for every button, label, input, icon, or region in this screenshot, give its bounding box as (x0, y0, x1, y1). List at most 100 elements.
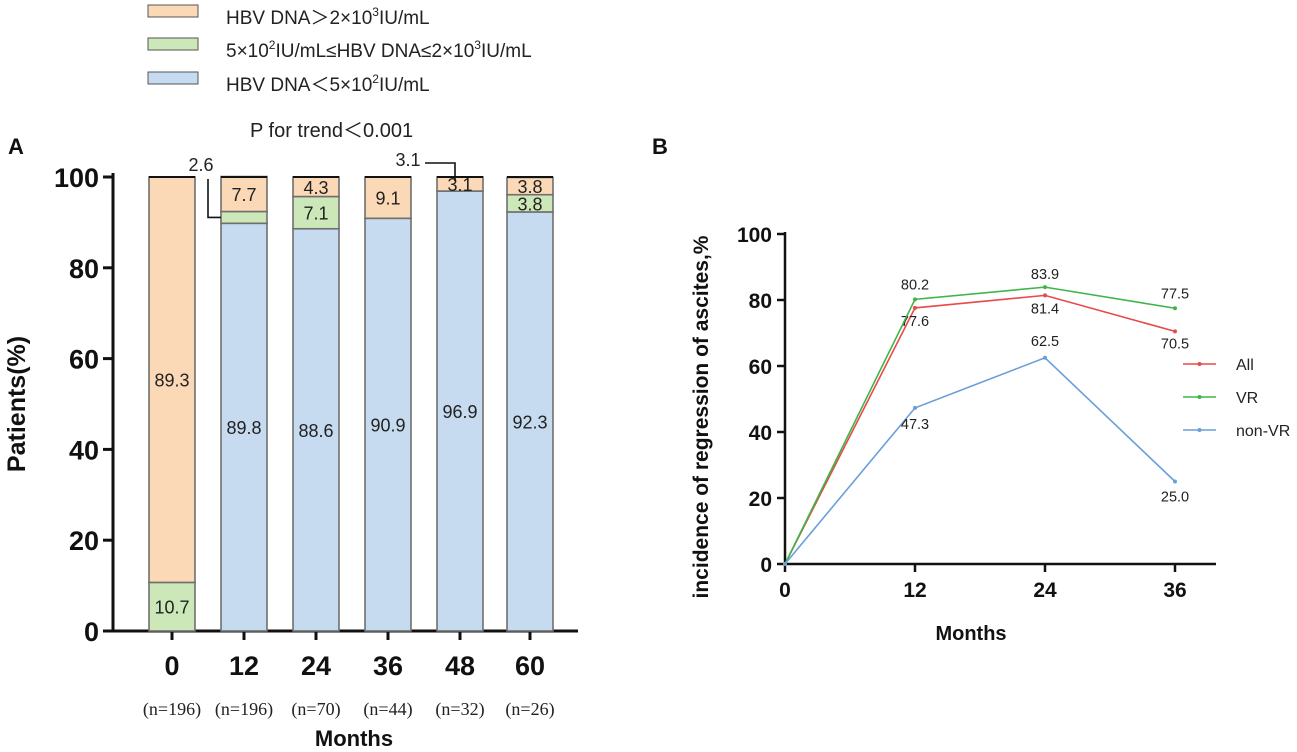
bar-label: 3.1 (395, 150, 420, 170)
n-label-a: (n=26) (505, 699, 554, 720)
bar-label: 89.3 (154, 371, 189, 391)
y-tick-label-a: 20 (69, 526, 99, 556)
bar-label: 10.7 (154, 598, 189, 618)
x-tick-label-b: 0 (779, 579, 791, 602)
x-tick-label-a: 48 (445, 651, 475, 681)
bar-segment (220, 222, 268, 632)
series-line-non-vr (784, 356, 1176, 565)
data-point (1043, 285, 1047, 290)
bar-label: 4.3 (303, 178, 328, 198)
legend-marker-b (1197, 362, 1202, 366)
leader-line (425, 162, 456, 181)
y-tick-label-b: 0 (760, 554, 772, 577)
bar-segment (364, 176, 412, 220)
legend-marker-b (1197, 395, 1202, 399)
data-label: 47.3 (901, 417, 929, 433)
x-tick-label-b: 12 (903, 579, 926, 602)
chart-b-xlabel: Months (935, 623, 1006, 645)
bar-label: 3.1 (447, 175, 472, 195)
y-tick-label-b: 100 (737, 224, 772, 247)
bar-label: 7.7 (231, 185, 256, 205)
bar-segment (292, 227, 340, 632)
bar-segment (364, 217, 412, 632)
n-label-a: (n=44) (363, 699, 412, 720)
data-label: 62.5 (1031, 334, 1059, 350)
bar-label: 9.1 (375, 189, 400, 209)
legend: HBV DNA＞2×103IU/mL 5×102IU/mL≤HBV DNA≤2×… (147, 4, 532, 96)
bar-label: 2.6 (188, 155, 213, 175)
n-label-a: (n=70) (291, 699, 340, 720)
data-label: 25.0 (1161, 490, 1189, 506)
x-tick-label-b: 24 (1033, 579, 1057, 602)
chart-a-title: P for trend＜0.001 (250, 120, 413, 142)
y-tick-label-a: 0 (84, 617, 99, 647)
data-label: 70.5 (1161, 336, 1189, 352)
bar-segment (148, 176, 196, 584)
panel-letter-b: B (652, 134, 668, 159)
bar-segment (220, 210, 268, 225)
y-tick-label-b: 60 (749, 356, 772, 379)
chart-a-xlabel: Months (315, 726, 393, 747)
panel-letter-a: A (8, 134, 24, 159)
chart-b: 0 20 40 60 80 100 0 12 24 36 77.6 81.4 70.5 80.2 83.9 7… (737, 224, 1290, 602)
bar-segment (436, 190, 484, 632)
bar-segment (292, 195, 340, 230)
bar-label: 88.6 (298, 421, 333, 441)
bar-label: 89.8 (226, 418, 261, 438)
x-tick-label-a: 24 (301, 651, 331, 681)
bar-label: 3.8 (517, 194, 542, 214)
data-point (913, 405, 917, 410)
legend-label-low: HBV DNA＜5×102IU/mL (226, 72, 430, 96)
data-point (913, 297, 917, 302)
bar-label: 90.9 (370, 416, 405, 436)
data-label: 83.9 (1031, 267, 1059, 283)
data-point (783, 562, 787, 566)
n-label-a: (n=196) (143, 699, 201, 720)
bar-segment (220, 175, 268, 213)
legend-label-b: All (1236, 357, 1254, 374)
data-label: 80.2 (901, 277, 929, 293)
series-line-all (784, 294, 1176, 565)
data-point (1173, 306, 1177, 311)
y-tick-label-b: 40 (749, 422, 772, 445)
y-tick-label-b: 20 (749, 488, 772, 511)
chart-b-ylabel: incidence of regression of ascites,% (690, 235, 713, 598)
chart-a: 0 20 40 60 80 100 0 (n=196) 12 (n=196) 24 (n=70) 36 (… (54, 150, 578, 720)
data-point (1173, 479, 1177, 484)
y-tick-label-a: 40 (69, 435, 99, 465)
y-tick-label-a: 60 (69, 345, 99, 375)
n-label-a: (n=196) (215, 699, 273, 720)
x-tick-label-a: 60 (515, 651, 545, 681)
x-tick-label-a: 12 (229, 651, 259, 681)
legend-label-high: HBV DNA＞2×103IU/mL (226, 5, 430, 29)
bar-label: 3.8 (517, 177, 542, 197)
y-tick-label-b: 80 (749, 290, 772, 313)
legend-swatch-high (147, 4, 199, 18)
data-label: 77.5 (1161, 286, 1189, 302)
legend-label-mid: 5×102IU/mL≤HBV DNA≤2×103IU/mL (226, 38, 532, 62)
x-tick-label-b: 36 (1163, 579, 1186, 602)
leader-line (207, 179, 221, 219)
y-tick-label-a: 100 (54, 163, 99, 193)
data-label: 81.4 (1031, 301, 1059, 317)
legend-label-b: non-VR (1236, 423, 1290, 440)
legend-marker-b (1197, 428, 1202, 432)
data-point (1043, 355, 1047, 360)
bar-label: 92.3 (512, 412, 547, 432)
data-label: 77.6 (901, 314, 929, 330)
data-point (1043, 293, 1047, 298)
data-point (1173, 329, 1177, 334)
series-line-vr (784, 286, 1176, 565)
legend-label-b: VR (1236, 390, 1258, 407)
legend-swatch-low (147, 71, 199, 85)
data-point (913, 305, 917, 310)
bar-segment (506, 211, 554, 632)
chart-a-ylabel: Patients(%) (3, 336, 31, 472)
x-tick-label-a: 36 (373, 651, 403, 681)
n-label-a: (n=32) (435, 699, 484, 720)
bar-label: 96.9 (442, 402, 477, 422)
legend-swatch-mid (147, 37, 199, 51)
bar-label: 7.1 (303, 204, 328, 224)
